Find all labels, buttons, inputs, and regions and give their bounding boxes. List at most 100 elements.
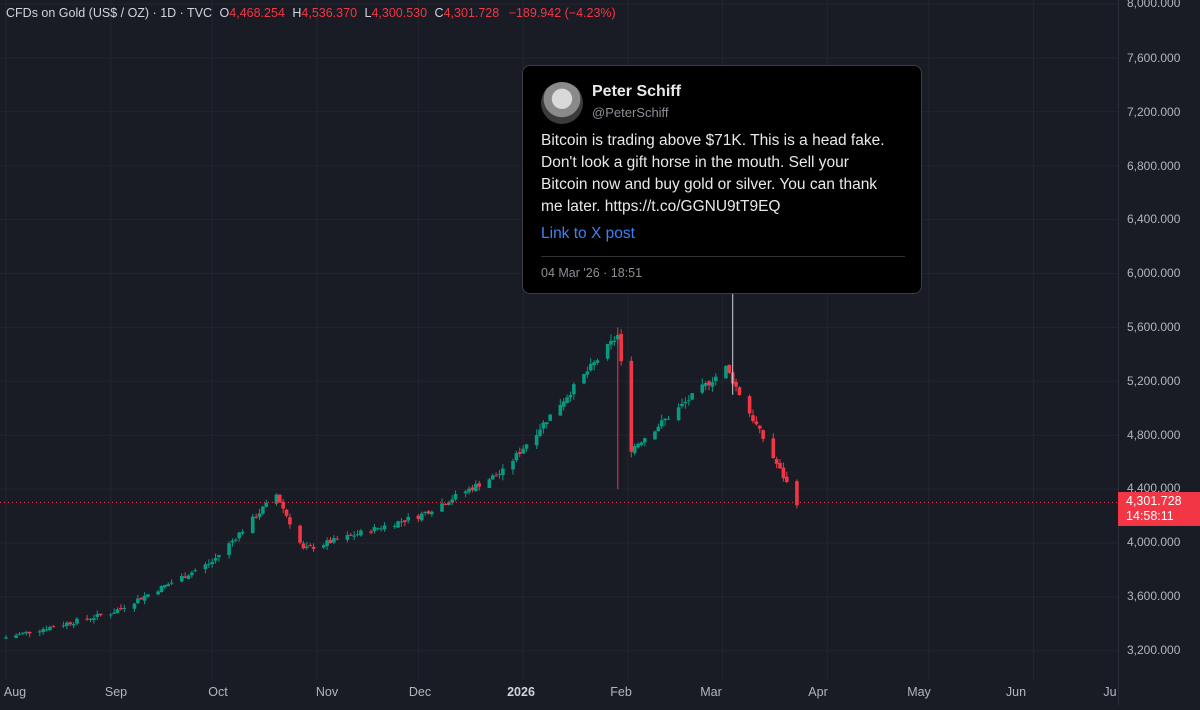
high-value: 4,536.370 [301, 6, 358, 20]
candle-body [65, 622, 69, 626]
price-tick: 4,800.000 [1127, 428, 1181, 442]
candle-body [784, 476, 789, 482]
candle-body [274, 494, 279, 504]
candle-body [653, 431, 657, 440]
candle-body [345, 534, 350, 540]
candle-body [430, 511, 434, 515]
candle-body [112, 612, 116, 614]
candle-body [85, 618, 89, 620]
candle-body [44, 629, 49, 631]
candle-body [348, 534, 353, 536]
candle-body [595, 360, 600, 363]
candle-body [761, 430, 765, 439]
open-key: O [219, 6, 230, 20]
candle-body [108, 614, 113, 616]
price-tick: 6,800.000 [1127, 159, 1181, 173]
candle-body [17, 633, 22, 635]
candle-body [501, 468, 505, 476]
candle-body [213, 558, 218, 561]
link-to-x-post[interactable]: Link to X post [541, 225, 635, 242]
time-tick: Nov [315, 685, 339, 699]
candle-body [572, 384, 576, 395]
candle-body [453, 494, 458, 500]
candle-body [308, 545, 312, 547]
symbol-legend: CFDs on Gold (US$ / OZ) · 1D · TVC O4,46… [6, 6, 616, 20]
candle-body [592, 362, 596, 366]
candle-body [399, 521, 404, 523]
candle-body [416, 515, 421, 519]
candle-body [88, 618, 93, 620]
bar-countdown: 14:58:11 [1126, 509, 1174, 523]
candle-body [734, 382, 738, 387]
tweet-divider [541, 256, 905, 257]
time-tick: Dec [408, 685, 432, 699]
candle-body [376, 528, 380, 530]
candle-body [534, 435, 539, 446]
candle-body [727, 364, 732, 373]
candle-body [51, 626, 56, 628]
candle-body [261, 506, 265, 514]
candle-body [75, 618, 79, 624]
candle-body [490, 475, 495, 480]
candle-body [568, 395, 573, 398]
candle-body [234, 539, 238, 541]
price-tick: 4,400.000 [1127, 481, 1181, 495]
candle-body [369, 531, 373, 533]
candle-body [487, 479, 492, 489]
candle-body [497, 473, 502, 475]
time-tick: Sep [104, 685, 128, 699]
time-tick: Mar [700, 685, 722, 699]
candle-body [92, 618, 96, 620]
candle-body [446, 502, 451, 505]
candle-body [724, 366, 728, 379]
price-tick: 3,200.000 [1127, 643, 1181, 657]
symbol-label[interactable]: CFDs on Gold (US$ / OZ) · 1D · TVC [6, 6, 213, 20]
candle-body [305, 546, 309, 549]
candle-body [38, 631, 42, 633]
candle-body [524, 444, 529, 449]
open-value: 4,468.254 [229, 6, 285, 20]
tweet-date: 04 Mar '26 · 18:51 [541, 266, 643, 280]
candle-body [754, 421, 759, 425]
candle-body [298, 525, 302, 543]
candle-body [332, 538, 336, 543]
tweet-text: Bitcoin is trading above $71K. This is a… [541, 130, 911, 218]
tweet-card[interactable]: Peter Schiff @PeterSchiff Bitcoin is tra… [522, 65, 922, 294]
candle-body [747, 396, 752, 414]
tweet-handle[interactable]: @PeterSchiff [592, 105, 669, 120]
candle-body [14, 635, 18, 638]
candle-body [301, 543, 306, 549]
avatar[interactable] [541, 82, 583, 124]
candle-body [636, 443, 640, 448]
candle-body [207, 563, 211, 565]
candle-body [710, 382, 715, 387]
candle-body [474, 484, 478, 491]
candle-body [352, 535, 356, 537]
close-key: C [434, 6, 444, 20]
last-price-label: 4,301.728 14:58:11 [1118, 492, 1200, 526]
tweet-author[interactable]: Peter Schiff [592, 83, 681, 100]
candle-body [119, 607, 123, 609]
candle-body [156, 591, 160, 595]
high-key: H [292, 6, 302, 20]
tweet-text-line: Bitcoin is trading above $71K. This is a… [541, 132, 885, 149]
candle-body [396, 521, 400, 528]
candle-body [781, 467, 786, 479]
candle-body [122, 608, 127, 610]
price-axis[interactable]: 8,000.000 7,600.000 7,200.000 6,800.000 … [1118, 0, 1200, 705]
candle-body [561, 401, 566, 407]
candle-body [514, 453, 519, 461]
tweet-text-line: Don't look a gift horse in the mouth. Se… [541, 154, 849, 171]
candle-body [237, 532, 242, 539]
candle-body [541, 422, 546, 429]
candlestick-chart[interactable] [0, 0, 1118, 705]
candle-body [163, 585, 167, 588]
candle-body [281, 501, 285, 509]
candle-body [676, 407, 681, 421]
candle-body [659, 420, 664, 427]
time-tick-year: 2026 [507, 685, 535, 699]
candle-body [680, 403, 684, 407]
candle-body [68, 622, 73, 625]
candle-body [656, 426, 661, 432]
time-tick: Ju [1103, 685, 1117, 699]
